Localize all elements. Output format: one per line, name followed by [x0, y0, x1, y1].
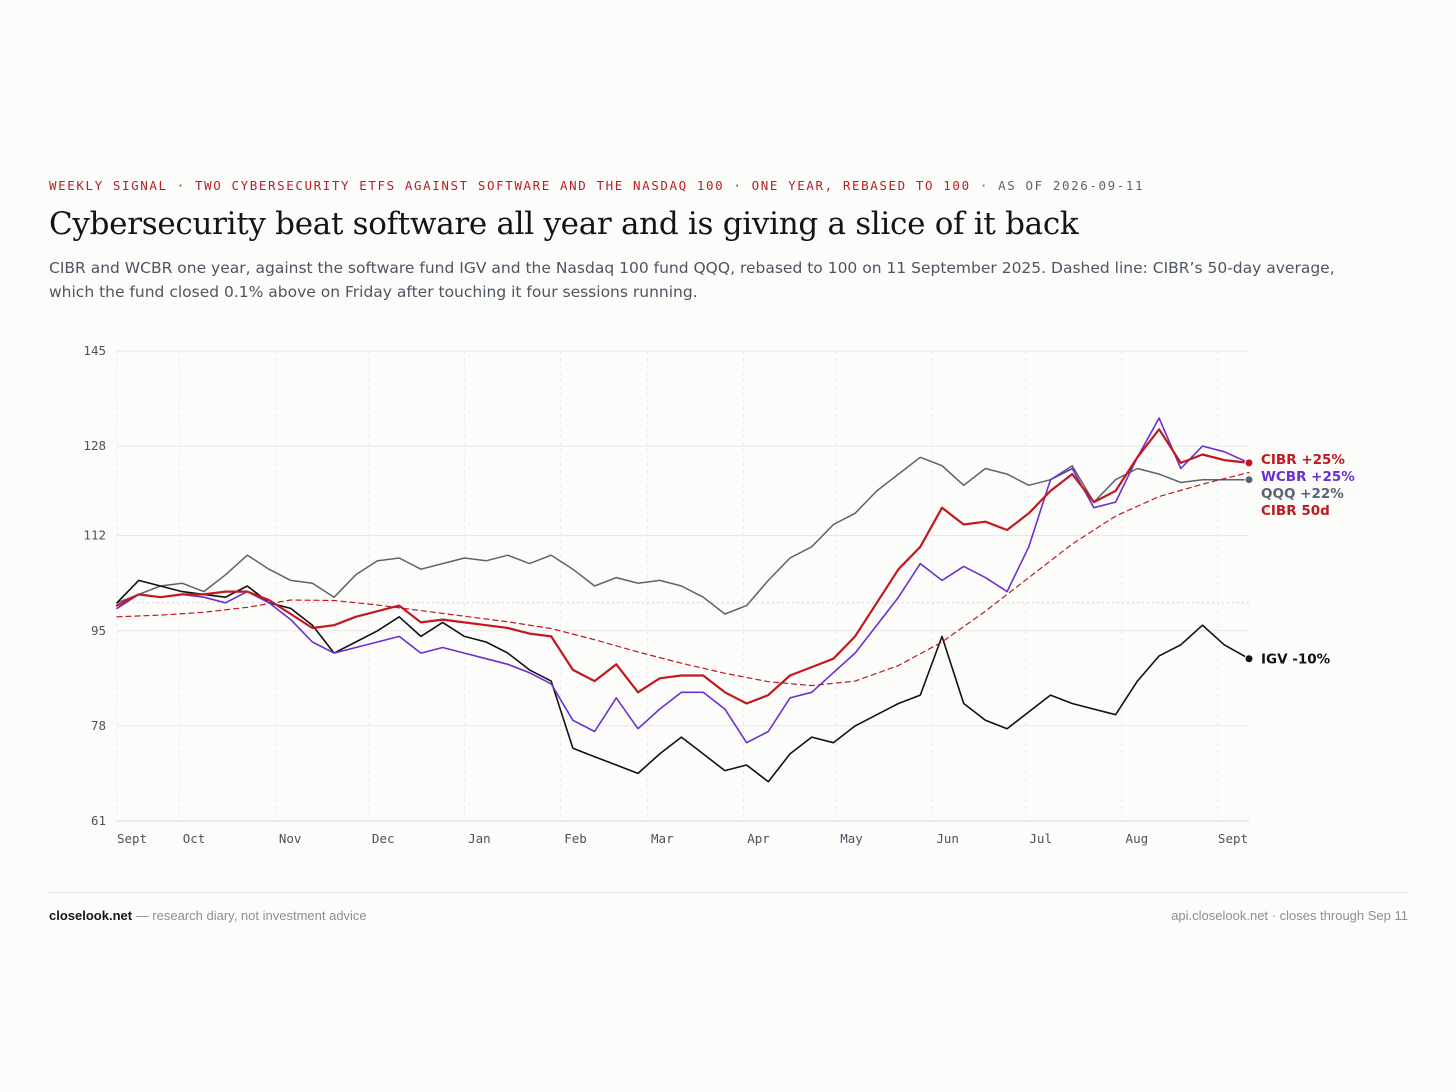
x-tick-label: May — [840, 831, 863, 846]
chart-grid — [116, 350, 1249, 822]
footer-brand[interactable]: closelook.net — [49, 908, 133, 923]
footer-source[interactable]: api.closelook.net · closes through Sep 1… — [1171, 908, 1408, 923]
x-tick-label: Mar — [651, 831, 674, 846]
end-marker-cibr — [1244, 458, 1254, 468]
footer-tagline: — research diary, not investment advice — [132, 908, 367, 923]
line-chart: 61 78 95 112 128 145 Sept Oct Nov Dec Jan Feb Mar Apr… — [83, 343, 1355, 846]
x-tick-label: Dec — [372, 831, 395, 846]
x-tick-label: Feb — [564, 831, 587, 846]
x-tick-label: Aug — [1126, 831, 1149, 846]
chart-axes: 61 78 95 112 128 145 Sept Oct Nov Dec Jan Feb Mar Apr… — [83, 343, 1249, 846]
end-label-cibr-50d: CIBR 50d — [1261, 503, 1330, 519]
chart-title: Cybersecurity beat software all year and… — [49, 206, 1079, 242]
end-label-cibr: CIBR +25% — [1261, 452, 1345, 468]
x-tick-label: Oct — [183, 831, 206, 846]
end-marker-qqq — [1244, 475, 1254, 485]
y-tick-label: 128 — [83, 438, 106, 453]
end-label-qqq: QQQ +22% — [1261, 486, 1344, 502]
y-tick-label: 61 — [91, 813, 106, 828]
x-tick-label: Nov — [279, 831, 302, 846]
kicker: WEEKLY SIGNAL · TWO CYBERSECURITY ETFS A… — [49, 178, 1144, 193]
y-tick-label: 145 — [83, 343, 106, 358]
series-line-cibr — [115, 428, 1251, 705]
series-line-wcbr — [116, 417, 1250, 744]
kicker-text: WEEKLY SIGNAL · TWO CYBERSECURITY ETFS A… — [49, 178, 971, 193]
x-tick-label: Sept — [117, 831, 147, 846]
series-line-cibr-50d — [116, 471, 1250, 687]
x-tick-label: Sept — [1218, 831, 1248, 846]
chart-series — [115, 417, 1254, 783]
x-tick-label: Jan — [468, 831, 491, 846]
series-line-qqq — [116, 456, 1250, 615]
end-label-igv: IGV -10% — [1261, 652, 1331, 668]
end-marker-igv — [1244, 654, 1254, 664]
chart-subtitle: CIBR and WCBR one year, against the soft… — [49, 259, 1335, 301]
end-label-wcbr: WCBR +25% — [1261, 469, 1355, 485]
x-tick-label: Jun — [936, 831, 959, 846]
footer-credit: closelook.net — research diary, not inve… — [49, 908, 367, 923]
footer-divider — [49, 892, 1408, 893]
x-tick-label: Apr — [747, 831, 770, 846]
y-tick-label: 112 — [83, 528, 106, 543]
chart-end-labels: CIBR +25%WCBR +25%QQQ +22%CIBR 50d IGV -1… — [1261, 452, 1355, 668]
as-of-date: · AS OF 2026-09-11 — [970, 178, 1145, 193]
y-tick-label: 78 — [91, 718, 106, 733]
x-tick-label: Jul — [1029, 831, 1052, 846]
y-tick-label: 95 — [91, 623, 106, 638]
series-line-igv — [116, 579, 1250, 783]
